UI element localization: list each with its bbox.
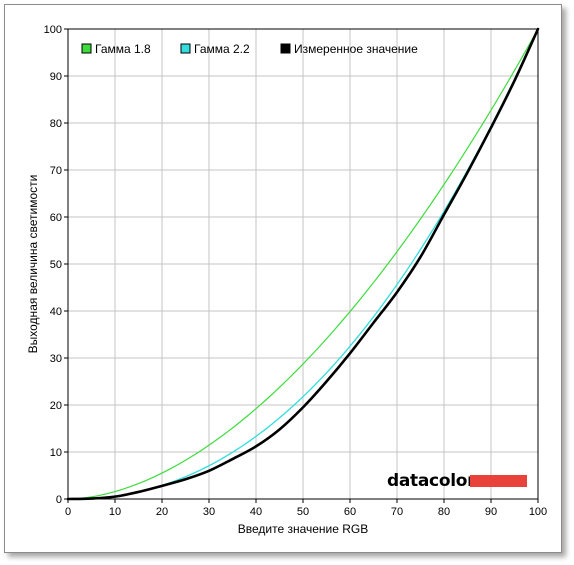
legend-swatch-gamma-18 <box>81 43 92 54</box>
legend-label-measured: Измеренное значение <box>294 42 418 56</box>
x-tick-label: 0 <box>65 506 71 518</box>
series-line-1 <box>67 28 539 500</box>
x-tick-label: 90 <box>485 506 497 518</box>
legend-label-gamma-18: Гамма 1.8 <box>95 42 151 56</box>
series-line-3 <box>66 27 540 501</box>
y-tick-label: 70 <box>50 165 62 177</box>
y-tick-label: 0 <box>56 494 62 506</box>
legend-swatch-measured <box>280 43 291 54</box>
datacolor-logo-text: datacolor <box>387 471 476 491</box>
x-tick-label: 10 <box>109 506 121 518</box>
x-tick-label: 60 <box>344 506 356 518</box>
legend-swatch-gamma-22 <box>180 43 191 54</box>
chart-frame <box>4 4 562 553</box>
x-tick-label: 80 <box>438 506 450 518</box>
chart-ticks: 0 10 20 30 40 50 60 70 80 90 100 0 10 20 30 40 50 60 70 80 9… <box>44 24 548 518</box>
y-tick-label: 90 <box>50 71 62 83</box>
y-tick-label: 60 <box>50 212 62 224</box>
x-tick-label: 40 <box>250 506 262 518</box>
x-tick-label: 100 <box>529 506 547 518</box>
y-tick-label: 100 <box>44 24 62 36</box>
chart-legend: Гамма 1.8 Гамма 2.2 Измеренное значение <box>81 42 418 56</box>
y-tick-label: 30 <box>50 353 62 365</box>
x-tick-label: 20 <box>156 506 168 518</box>
datacolor-logo-bar <box>470 475 527 487</box>
y-tick-label: 80 <box>50 118 62 130</box>
y-tick-label: 50 <box>50 259 62 271</box>
y-tick-label: 10 <box>50 447 62 459</box>
x-axis-title: Введите значение RGB <box>238 522 369 536</box>
datacolor-logo: datacolor <box>387 471 527 491</box>
x-tick-label: 70 <box>391 506 403 518</box>
y-axis-title: Выходная величина светимости <box>26 175 40 354</box>
chart-grid <box>68 29 538 499</box>
y-tick-label: 40 <box>50 306 62 318</box>
x-tick-label: 30 <box>203 506 215 518</box>
legend-label-gamma-22: Гамма 2.2 <box>194 42 250 56</box>
x-tick-label: 50 <box>297 506 309 518</box>
chart-curves <box>66 27 540 501</box>
y-tick-label: 20 <box>50 400 62 412</box>
